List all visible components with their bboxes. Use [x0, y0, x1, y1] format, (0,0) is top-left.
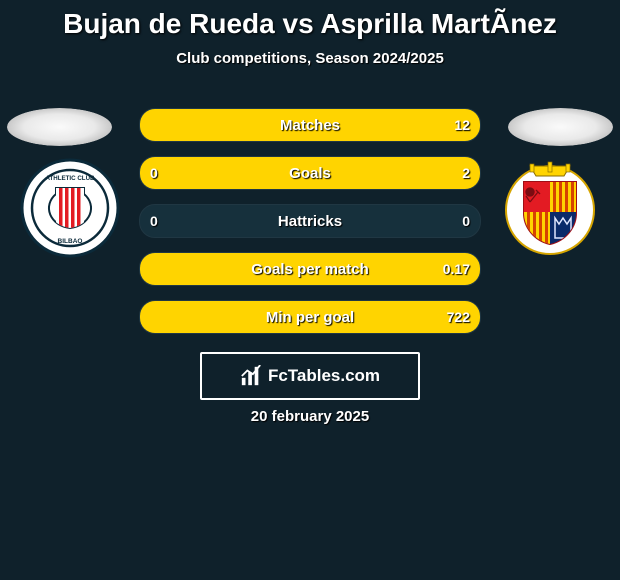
stat-bar-right	[140, 253, 480, 285]
bar-chart-icon	[240, 365, 262, 387]
stat-value-left: 0	[150, 205, 158, 237]
brand-box[interactable]: FcTables.com	[200, 352, 420, 400]
stat-row: 12Matches	[139, 108, 481, 142]
stat-bar-right	[140, 109, 480, 141]
stats-rows: 12Matches 02Goals 0 0Hattricks 0.17Goals per…	[0, 108, 620, 348]
date-text: 20 february 2025	[0, 408, 620, 425]
stat-row: 722Min per goal	[139, 300, 481, 334]
stat-row: 0 0Hattricks	[139, 204, 481, 238]
stat-value-right: 0	[462, 205, 470, 237]
comparison-card: Bujan de Rueda vs Asprilla MartÃ­nez Clu…	[0, 0, 620, 580]
subtitle: Club competitions, Season 2024/2025	[0, 50, 620, 67]
stat-row: 02Goals	[139, 156, 481, 190]
page-title: Bujan de Rueda vs Asprilla MartÃ­nez	[0, 0, 620, 40]
stat-bar-right	[140, 301, 480, 333]
stat-label: Hattricks	[140, 205, 480, 237]
stat-row: 0.17Goals per match	[139, 252, 481, 286]
stat-bar-right	[140, 157, 480, 189]
brand-text: FcTables.com	[268, 366, 380, 386]
